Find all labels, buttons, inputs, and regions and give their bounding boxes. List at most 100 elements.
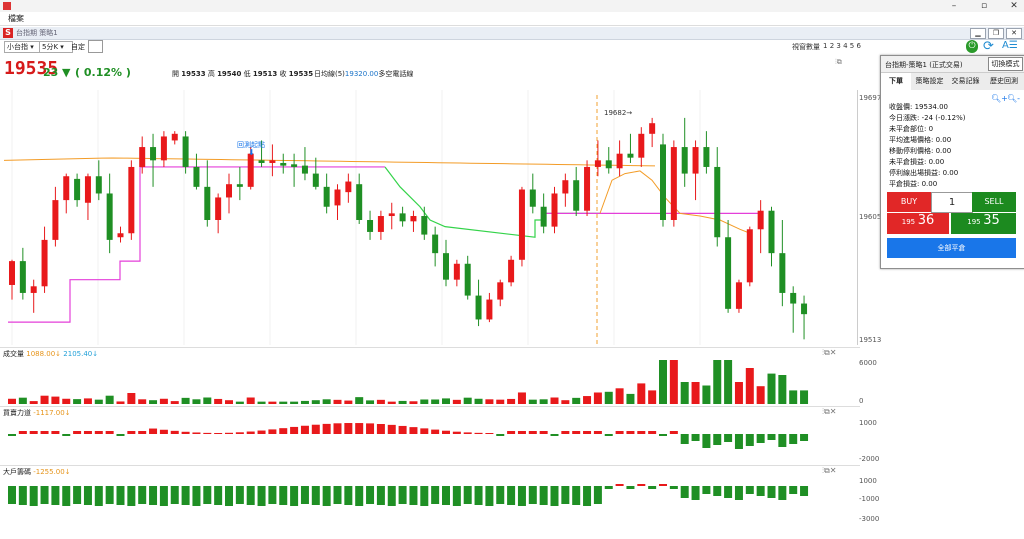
screen-count-2[interactable]: 2	[829, 42, 837, 50]
zoom-in-icon[interactable]: 🔍︎+	[991, 94, 1008, 103]
indicator-bar	[637, 383, 646, 404]
indicator-bar	[246, 397, 255, 404]
indicator-bar	[507, 398, 516, 404]
candle	[182, 136, 189, 167]
candle	[128, 166, 135, 234]
indicator-bar	[192, 399, 201, 404]
indicator-bar	[659, 360, 667, 404]
candle	[692, 147, 699, 174]
info-realized: 平倉損益: 0.00	[889, 180, 938, 188]
big-panel-controls[interactable]: ⫶⧉✕	[822, 466, 837, 475]
indicator-bar	[322, 486, 331, 506]
candle	[464, 263, 471, 296]
close-all-button[interactable]: 全部平倉	[887, 238, 1016, 258]
chart-settings-icon[interactable]: ⫶⧉	[835, 58, 842, 66]
indicator-bar	[691, 486, 700, 500]
indicator-bar	[550, 434, 559, 436]
screen-count-1[interactable]: 1	[823, 42, 830, 50]
indicator-bar	[604, 486, 613, 489]
candle	[280, 162, 287, 166]
force-tick-bottom: -2000	[859, 455, 880, 463]
candle	[529, 189, 536, 207]
indicator-bar	[225, 486, 233, 506]
y-label-top: 19697	[859, 94, 882, 102]
change-percent: ( 0.12% )	[75, 66, 131, 79]
candle	[9, 261, 15, 285]
minimize-icon[interactable]: –	[951, 1, 957, 11]
indicator-bar	[290, 426, 299, 434]
symbol-select[interactable]: 小台指 ▾	[4, 41, 40, 53]
indicator-bar	[528, 486, 537, 504]
indicator-bar	[127, 486, 136, 506]
volume-value-2: 2105.40↓	[63, 350, 99, 358]
force-panel-controls[interactable]: ⫶⧉✕	[822, 407, 837, 416]
last-price: 19535	[4, 58, 59, 79]
indicator-bar	[691, 434, 700, 441]
indicator-bar	[94, 431, 103, 434]
indicator-bar	[691, 382, 700, 404]
candle	[670, 147, 677, 220]
bid-price-button[interactable]: 195 36	[887, 213, 949, 234]
indicator-bar	[626, 486, 635, 489]
indicator-bar	[626, 431, 635, 434]
power-icon[interactable]: ⏻	[966, 40, 978, 53]
volume-panel-controls[interactable]: ⫶⧉✕	[822, 348, 837, 357]
candle	[551, 193, 558, 227]
candle	[301, 165, 308, 174]
high-value: 19540	[217, 70, 242, 78]
indicator-bar	[496, 486, 505, 504]
indicator-bar	[583, 396, 592, 404]
doc-close-button[interactable]: ✕	[1006, 28, 1022, 39]
period-select[interactable]: 5分K ▾	[39, 41, 73, 53]
switch-mode-button[interactable]: 切換模式	[988, 57, 1023, 71]
doc-title: 台指期 策略1	[16, 29, 58, 37]
candle	[627, 153, 634, 158]
indicator-bar	[311, 486, 320, 505]
ask-price-button[interactable]: 195 35	[951, 213, 1016, 234]
indicator-bar	[105, 395, 114, 404]
force-value: -1117.00↓	[33, 409, 71, 417]
screen-count-5[interactable]: 5	[849, 42, 857, 50]
zoom-out-icon[interactable]: 🔍︎-	[1007, 94, 1021, 103]
indicator-bar	[680, 382, 689, 404]
candle	[291, 164, 298, 167]
tab-strategy-settings[interactable]: 策略設定	[915, 77, 944, 85]
indicator-bar	[669, 431, 678, 434]
force-tick-top: 1000	[859, 419, 877, 427]
indicator-bar	[409, 486, 418, 505]
doc-minimize-button[interactable]: ▁	[970, 28, 986, 39]
indicator-bar	[387, 401, 396, 404]
candle	[421, 216, 428, 235]
buy-button[interactable]: BUY	[887, 192, 931, 212]
quantity-input[interactable]: 1	[931, 192, 973, 213]
indicator-bar	[615, 388, 624, 404]
force-title: 買賣力道	[3, 409, 31, 417]
tab-history-backtest[interactable]: 歷史回測	[990, 77, 1018, 85]
candle	[605, 160, 612, 169]
volume-value-1: 1088.00↓	[26, 350, 62, 358]
candle	[30, 286, 37, 293]
big-tick-mid: -1000	[859, 495, 880, 503]
candle	[757, 210, 764, 230]
screen-count-3[interactable]: 3	[836, 42, 844, 50]
indicator-bar	[268, 486, 277, 504]
tab-order[interactable]: 下單	[881, 73, 911, 90]
menu-file[interactable]: 檔案	[8, 14, 24, 23]
screen-count-6[interactable]: 6	[856, 42, 861, 50]
indicator-bar	[170, 430, 179, 434]
maximize-icon[interactable]: ▫	[980, 1, 988, 11]
price-chart[interactable]	[0, 90, 860, 345]
doc-restore-button[interactable]: ❐	[988, 28, 1004, 39]
refresh-icon[interactable]: ⟳	[983, 39, 994, 54]
indicator-bar	[159, 486, 168, 506]
screen-count-4[interactable]: 4	[843, 42, 850, 50]
custom-input[interactable]	[88, 40, 103, 53]
bid-prefix: 195	[901, 218, 916, 226]
candle	[681, 147, 688, 174]
user-list-icon[interactable]: A☰	[1002, 40, 1018, 51]
force-chart	[8, 423, 809, 449]
sell-button[interactable]: SELL	[972, 192, 1016, 212]
indicator-bar	[734, 382, 743, 404]
tab-trade-log[interactable]: 交易記錄	[951, 77, 980, 85]
close-icon[interactable]: ✕	[1010, 1, 1018, 11]
